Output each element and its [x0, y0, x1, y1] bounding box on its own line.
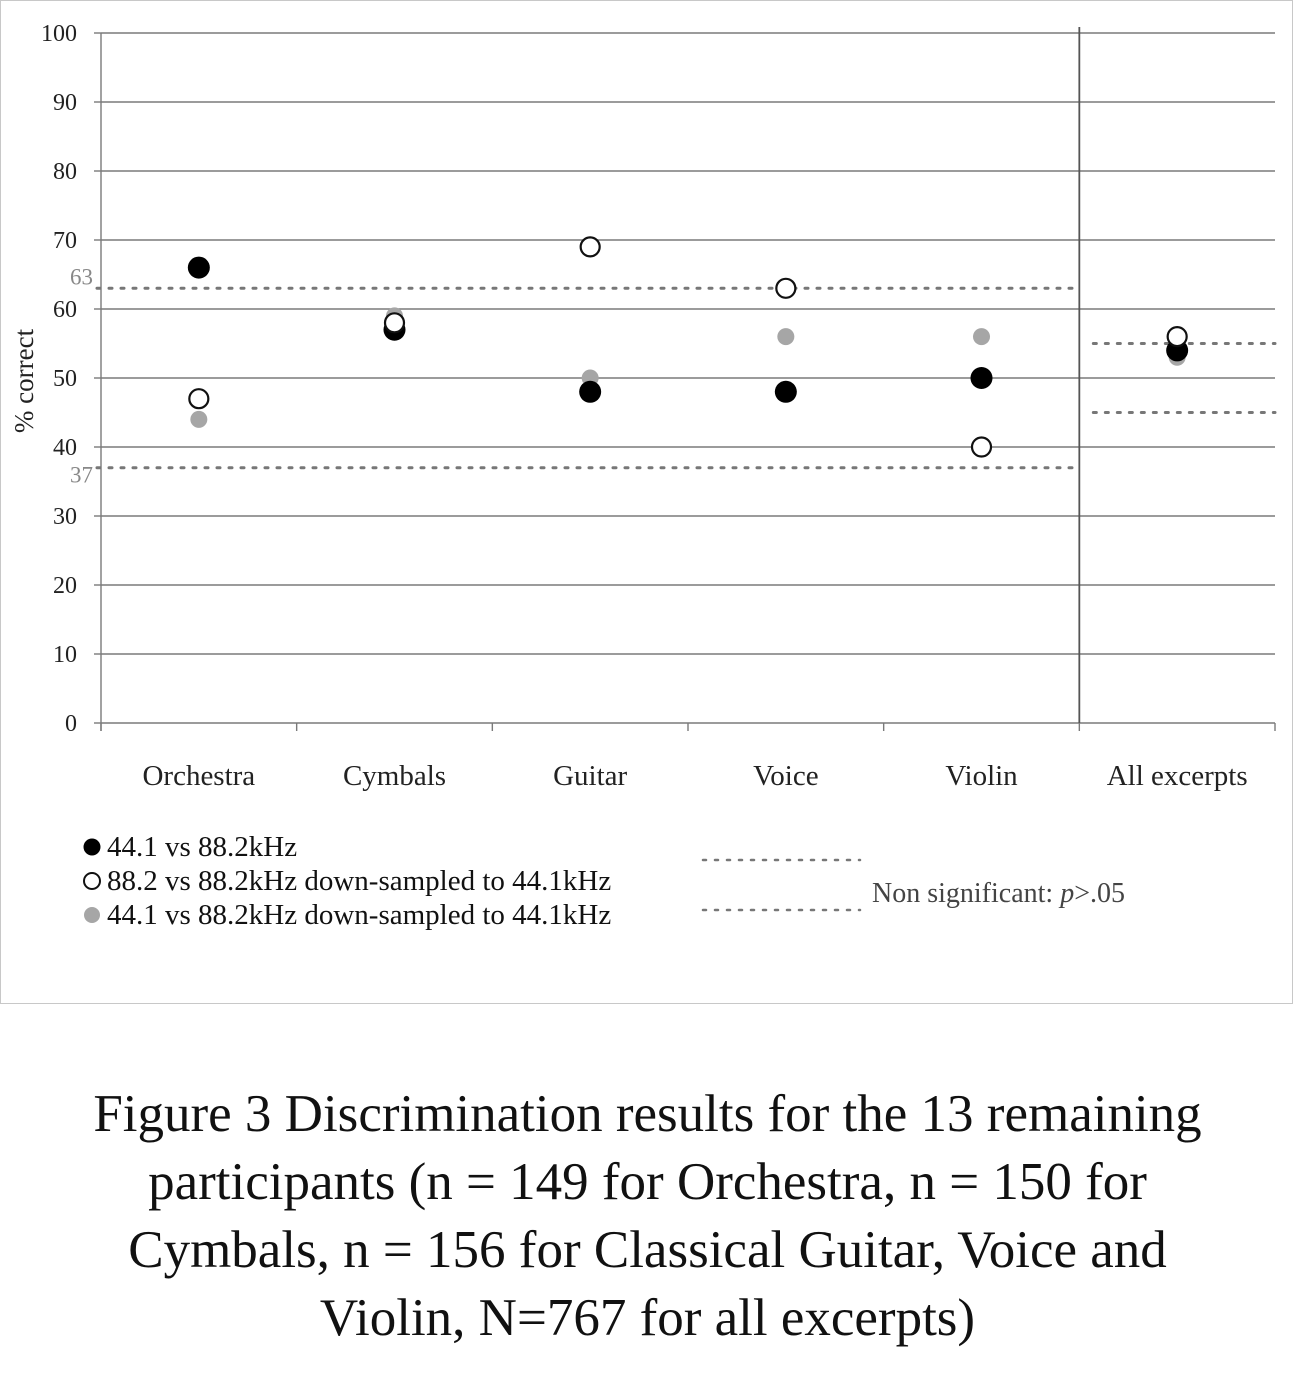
data-point-open [188, 388, 210, 410]
data-point-black [579, 380, 602, 403]
caption-line: Figure 3 Discrimination results for the … [93, 1085, 1202, 1143]
x-tick-label: Voice [753, 760, 819, 792]
legend-marker-gray [84, 907, 100, 923]
x-tick-label: All excerpts [1107, 760, 1248, 792]
y-tick-label: 30 [53, 504, 77, 530]
data-point-open [383, 312, 406, 334]
caption-line: Cymbals, n = 156 for Classical Guitar, V… [128, 1221, 1167, 1279]
y-tick-label: 80 [53, 159, 77, 185]
caption-line: Violin, N=767 for all excerpts) [319, 1289, 976, 1347]
y-tick-label: 50 [53, 366, 77, 392]
x-tick-label: Orchestra [142, 760, 255, 792]
y-tick-label: 100 [41, 21, 77, 47]
data-point-black [187, 256, 210, 279]
y-tick-label: 60 [53, 297, 77, 323]
data-point-open [970, 436, 993, 458]
data-point-open [775, 277, 797, 299]
data-point-gray [777, 328, 795, 346]
y-tick-label: 10 [53, 642, 77, 668]
data-point-open [1166, 326, 1188, 348]
data-point-black [774, 380, 797, 403]
legend-nonsignificant-label: Non significant: p>.05 [872, 878, 1125, 909]
legend-label: 44.1 vs 88.2kHz [107, 831, 297, 863]
y-tick-label: 0 [65, 711, 77, 737]
data-point-open [579, 236, 601, 258]
x-tick-label: Violin [945, 760, 1018, 792]
y-axis-title: % correct [9, 328, 39, 433]
legend-marker-black [83, 838, 101, 856]
data-point-gray [190, 410, 208, 428]
x-tick-label: Guitar [553, 760, 627, 792]
caption-line: participants (n = 149 for Orchestra, n =… [148, 1153, 1147, 1211]
legend-label: 88.2 vs 88.2kHz down-sampled to 44.1kHz [107, 865, 611, 897]
figure-caption: Figure 3 Discrimination results for the … [0, 1080, 1295, 1352]
data-point-gray [973, 328, 990, 346]
y-tick-label: 90 [53, 90, 77, 116]
y-tick-label: 20 [53, 573, 77, 599]
threshold-label: 63 [70, 264, 93, 289]
legend-label: 44.1 vs 88.2kHz down-sampled to 44.1kHz [107, 899, 611, 931]
y-tick-label: 40 [53, 435, 77, 461]
legend-marker-open [83, 872, 101, 890]
chart-frame [0, 0, 1293, 1004]
chart: 0 10 20 30 40 50 60 70 80 90 100 Orchestra Cymbals Gu… [9, 21, 1277, 931]
x-tick-label: Cymbals [343, 760, 446, 792]
y-tick-label: 70 [53, 228, 77, 254]
threshold-label: 37 [70, 463, 93, 488]
data-point-black [970, 367, 993, 389]
